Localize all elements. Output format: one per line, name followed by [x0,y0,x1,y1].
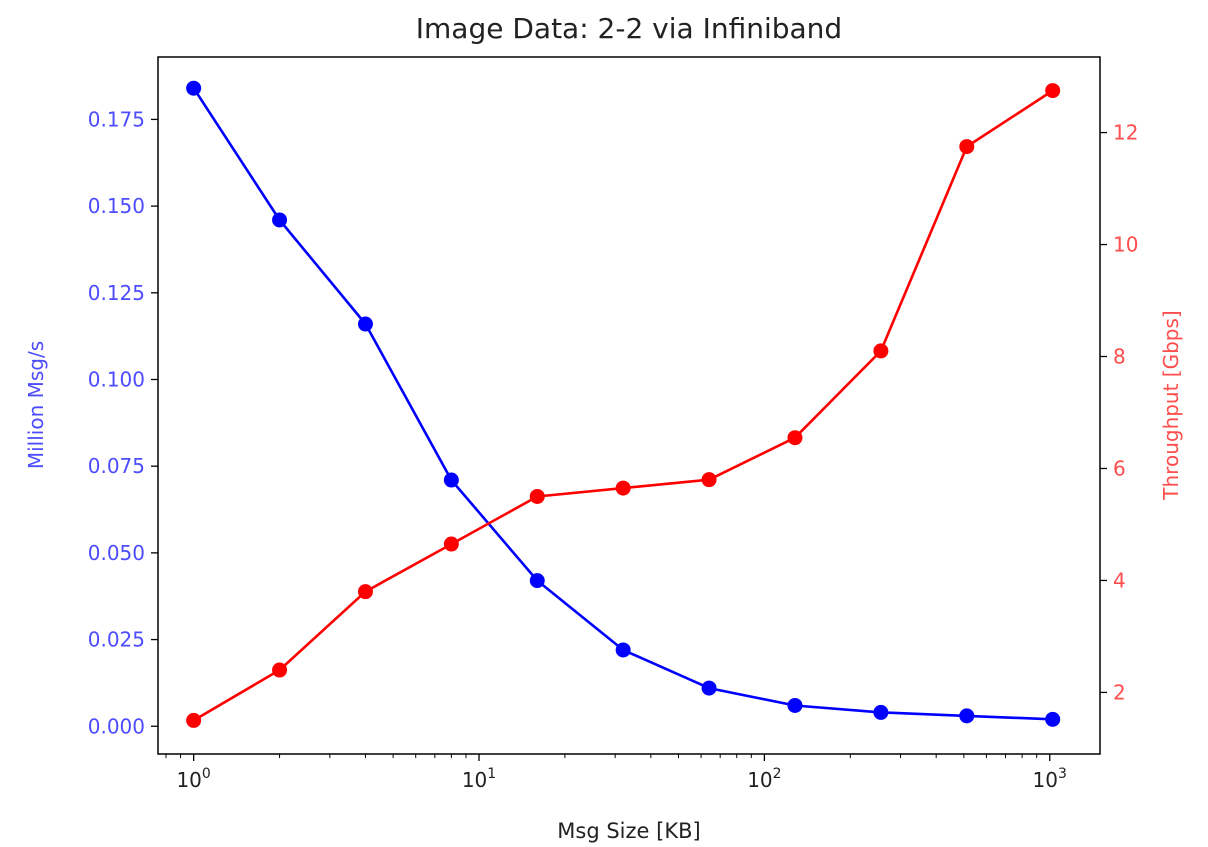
x-tick-label: 100 [176,766,210,792]
data-point-left [615,642,631,658]
data-point-right [1045,83,1061,99]
x-tick-label-exponent: 0 [202,766,211,782]
right-axis-label: Throughput [Gbps] [1159,310,1183,500]
chart-title: Image Data: 2-2 via Infiniband [416,12,842,45]
left-tick-label: 0.075 [88,454,145,478]
right-tick-label: 8 [1113,345,1126,369]
data-point-left [186,80,202,96]
x-tick-label-base: 10 [462,768,487,792]
right-tick-label: 4 [1113,568,1126,592]
x-tick-label-exponent: 2 [773,766,782,782]
data-point-right [186,712,202,728]
data-point-left [959,708,975,724]
right-tick-label: 2 [1113,680,1126,704]
data-point-right [787,430,803,446]
data-point-right [615,480,631,496]
plot-area: 0.000 0.025 0.050 0.075 0.100 0.125 0.150 0.175… [88,56,1138,792]
left-tick-label: 0.175 [88,107,145,131]
right-axis: 2 4 6 8 10 12 [1100,121,1138,704]
x-tick-label-base: 10 [1033,768,1058,792]
series-layer [186,80,1061,728]
data-point-right [873,343,889,359]
data-point-right [529,488,545,504]
data-point-left [787,697,803,713]
data-point-left [701,680,717,696]
x-tick-label-base: 10 [747,768,772,792]
x-tick-label-exponent: 3 [1058,766,1067,782]
x-axis-label: Msg Size [KB] [557,819,700,843]
x-tick-label-exponent: 1 [487,766,496,782]
data-point-left [529,573,545,589]
data-point-left [357,316,373,332]
data-point-right [959,139,975,155]
x-tick-label-base: 10 [176,768,201,792]
data-point-left [443,472,459,488]
series-line-left [192,87,1053,721]
data-point-right [443,536,459,552]
data-point-left [873,704,889,720]
plot-frame [157,56,1101,755]
x-axis: 100 101 102 103 [165,754,1067,792]
right-tick-label: 6 [1113,456,1126,480]
series-left [186,80,1061,727]
left-tick-label: 0.150 [88,194,145,218]
left-tick-label: 0.125 [88,281,145,305]
x-tick-label: 102 [747,766,781,792]
left-tick-label: 0.025 [88,628,145,652]
data-point-right [701,472,717,488]
x-tick-label: 101 [462,766,496,792]
left-tick-label: 0.050 [88,541,145,565]
x-tick-label: 103 [1033,766,1067,792]
data-point-right [357,584,373,600]
left-tick-label: 0.100 [88,367,145,391]
series-right [186,83,1061,728]
series-line-right [193,89,1054,722]
data-point-right [272,662,288,678]
left-tick-label: 0.000 [88,714,145,738]
data-point-left [272,212,288,228]
right-tick-label: 12 [1113,121,1138,145]
data-point-left [1045,711,1061,727]
right-tick-label: 10 [1113,233,1138,257]
left-axis-label: Million Msg/s [24,341,48,469]
left-axis: 0.000 0.025 0.050 0.075 0.100 0.125 0.150 0.175 [88,107,158,738]
